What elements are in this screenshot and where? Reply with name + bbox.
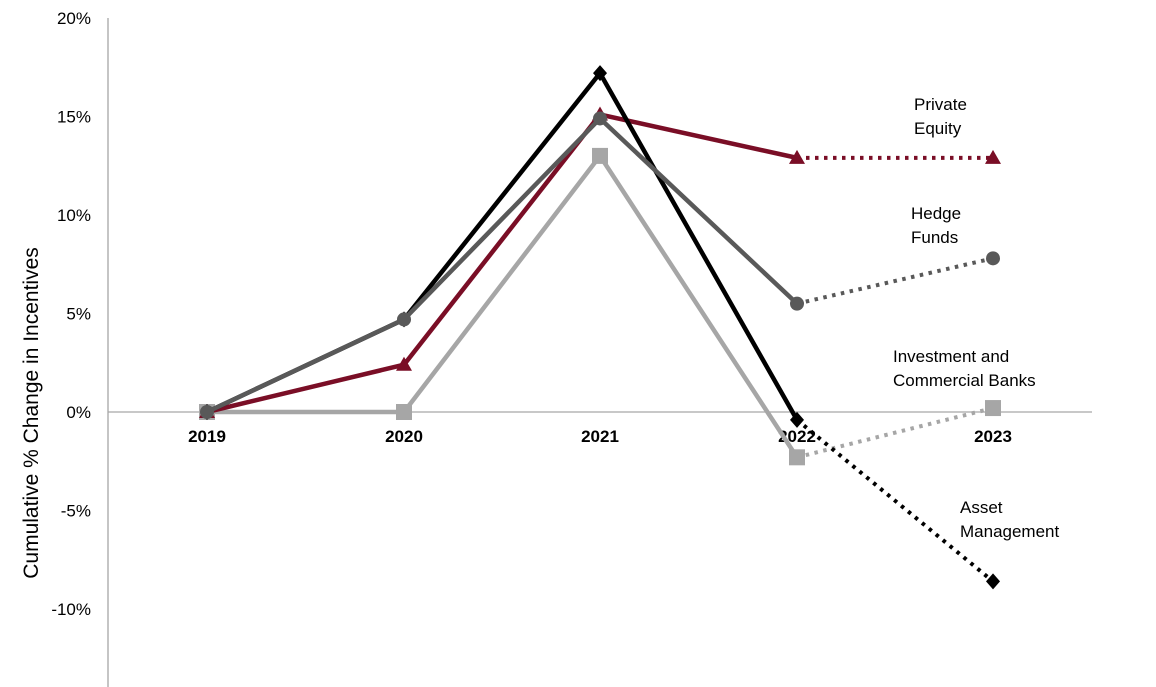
hedge-funds-line — [206, 115, 799, 415]
investment-and-commercial-banks-square-marker — [396, 404, 412, 420]
x-tick-label: 2023 — [974, 427, 1012, 446]
asset-management-diamond-marker — [790, 411, 804, 428]
y-tick-label: -10% — [51, 600, 91, 619]
asset-management-projection-line — [795, 418, 995, 583]
y-axis-label: Cumulative % Change in Incentives — [20, 247, 43, 579]
x-tick-label: 2019 — [188, 427, 226, 446]
series-investment-and-commercial-banks — [199, 147, 1001, 466]
series-label-private-equity: Private — [914, 95, 967, 114]
x-tick-label: 2021 — [581, 427, 619, 446]
hedge-funds-projection-line — [796, 256, 994, 306]
hedge-funds-circle-marker — [986, 251, 1000, 266]
private-equity-triangle-marker — [985, 149, 1001, 164]
private-equity-triangle-marker — [396, 356, 412, 371]
asset-management-line — [206, 69, 799, 421]
asset-management-diamond-marker — [593, 65, 607, 82]
series-label-hedge-funds: Funds — [911, 228, 958, 247]
y-tick-label: 10% — [57, 206, 91, 225]
series-asset-management — [200, 65, 1000, 590]
series-label-asset-management: Asset — [960, 498, 1003, 517]
series-label-investment-and-commercial-banks: Investment and — [893, 347, 1009, 366]
series-label-investment-and-commercial-banks: Commercial Banks — [893, 371, 1036, 390]
private-equity-triangle-marker — [789, 149, 805, 164]
hedge-funds-circle-marker — [397, 312, 411, 327]
series-label-asset-management: Management — [960, 522, 1060, 541]
asset-management-diamond-marker — [986, 573, 1000, 590]
investment-and-commercial-banks-square-marker — [985, 400, 1001, 417]
investment-and-commercial-banks-projection-line — [796, 406, 994, 460]
series-hedge-funds — [200, 111, 1000, 419]
series-labels: Private Equity Hedge Funds Investment and Com… — [893, 95, 1060, 541]
x-tick-label: 2020 — [385, 427, 423, 446]
series-label-private-equity: Equity — [914, 119, 962, 138]
investment-and-commercial-banks-line — [207, 152, 799, 459]
y-tick-label: 0% — [66, 403, 91, 422]
investment-and-commercial-banks-square-marker — [592, 147, 608, 164]
investment-and-commercial-banks-square-marker — [789, 449, 805, 466]
y-tick-label: 5% — [66, 305, 91, 324]
series-group — [199, 65, 1001, 590]
y-tick-label: 15% — [57, 108, 91, 127]
hedge-funds-circle-marker — [790, 296, 804, 311]
x-tick-labels: 2019 2020 2021 2022 2023 — [188, 427, 1012, 446]
y-tick-labels: 20% 15% 10% 5% 0% -5% -10% — [51, 9, 91, 619]
series-label-hedge-funds: Hedge — [911, 204, 961, 223]
private-equity-line — [206, 112, 798, 415]
y-tick-label: 20% — [57, 9, 91, 28]
hedge-funds-circle-marker — [593, 111, 607, 126]
y-tick-label: -5% — [61, 502, 91, 521]
hedge-funds-circle-marker — [200, 405, 214, 419]
